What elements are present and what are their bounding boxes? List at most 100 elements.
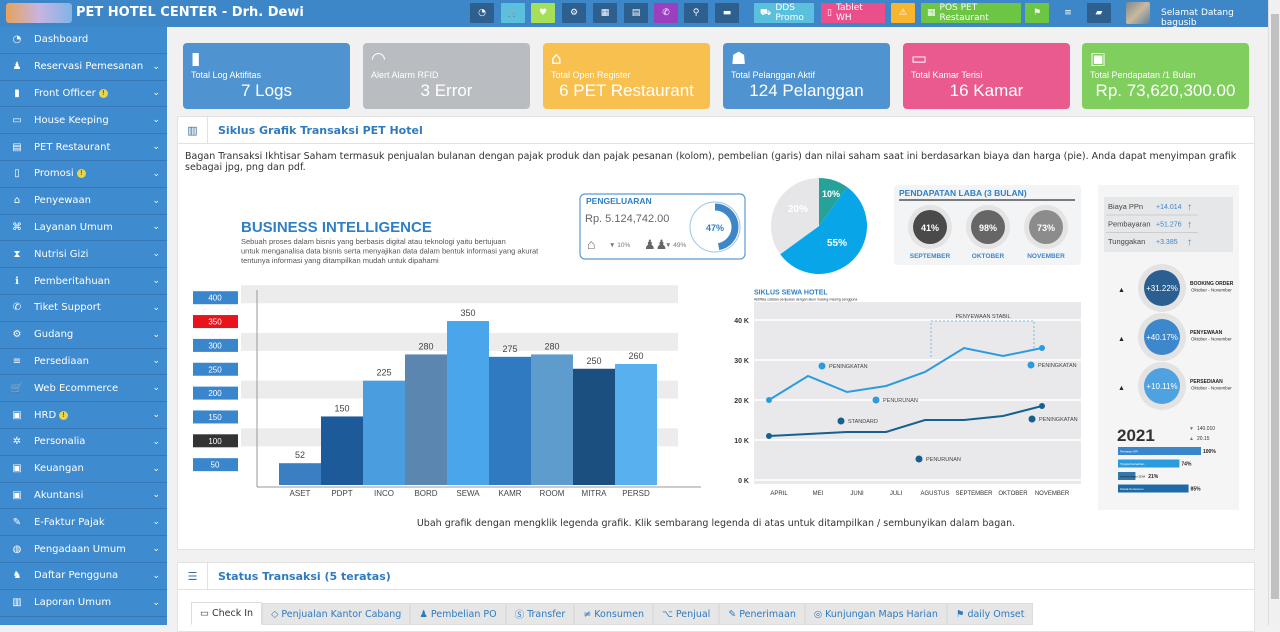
annotation-label: PENINGKATAN bbox=[1038, 363, 1077, 369]
sidebar-item-laporan-umum[interactable]: ▥ Laporan Umum ⌄ bbox=[0, 590, 167, 617]
top-navbar: PET HOTEL CENTER - Drh. Dewi ◔ 🛒 ♥ ⚙ ▦ ▤ ✆ ⚲ ▬ ⛟ D… bbox=[0, 0, 1268, 28]
sidebar-item-hrd[interactable]: ▣ HRD! ⌄ bbox=[0, 402, 167, 429]
card-value: Rp. 73,620,300.00 bbox=[1095, 81, 1236, 100]
panel-title: Status Transaksi (5 teratas) bbox=[218, 569, 391, 583]
sidebar-item-promosi[interactable]: ▯ Promosi! ⌄ bbox=[0, 161, 167, 188]
kpi-bar-label: Tingkat Kehadiran bbox=[1120, 462, 1145, 466]
stat-card[interactable]: ▣ Total Pendapatan /1 Bulan Rp. 73,620,300… bbox=[1082, 43, 1249, 109]
line-point bbox=[766, 397, 772, 403]
pie-label: 10% bbox=[822, 189, 840, 199]
arrow-up-icon: ↑ bbox=[1187, 237, 1192, 248]
bar-value-label: 280 bbox=[418, 341, 433, 351]
chevron-down-icon: ⌄ bbox=[152, 436, 160, 447]
annotation-label: PENYEWAAN STABIL bbox=[955, 314, 1010, 320]
dashboard-button[interactable]: ◔ bbox=[470, 3, 494, 23]
sidebar-item-label: Personalia bbox=[34, 436, 86, 448]
tab-konsumen[interactable]: ≠ Konsumen bbox=[574, 603, 653, 625]
stat-card[interactable]: ⌂ Total Open Register 6 PET Restaurant bbox=[543, 43, 710, 109]
sidebar-item-gudang[interactable]: ⚙ Gudang ⌄ bbox=[0, 322, 167, 349]
chevron-down-icon: ⌄ bbox=[152, 490, 160, 501]
tab-kunjungan-maps-harian[interactable]: ◎ Kunjungan Maps Harian bbox=[804, 603, 947, 625]
cogs-button[interactable]: ⚙ bbox=[562, 3, 586, 23]
app-logo[interactable] bbox=[6, 3, 72, 23]
tab-daily-omset[interactable]: ⚑ daily Omset bbox=[946, 603, 1034, 625]
bar-chart-icon: ▥ bbox=[178, 116, 208, 144]
chevron-down-icon: ⌄ bbox=[152, 302, 160, 313]
down-icon: ▼ bbox=[1189, 426, 1194, 432]
card-value: 3 Error bbox=[420, 81, 473, 100]
tablet-button[interactable]: ▯ Tablet WH bbox=[821, 3, 885, 23]
stat-value: +51.276 bbox=[1156, 222, 1182, 229]
sidebar-item-label: Web Ecommerce bbox=[34, 382, 119, 394]
flag-id-button[interactable]: ▬ bbox=[715, 3, 739, 23]
tab-transfer[interactable]: Ⓢ Transfer bbox=[505, 603, 575, 625]
stat-card[interactable]: ◠ Alert Alarm RFID 3 Error bbox=[363, 43, 530, 109]
user-icon: ♟ bbox=[12, 61, 22, 73]
welcome-text[interactable]: Selamat Datang bagusib bbox=[1161, 8, 1234, 28]
sidebar-item-pengadaan-umum[interactable]: ◍ Pengadaan Umum ⌄ bbox=[0, 536, 167, 563]
x-tick-label: NOVEMBER bbox=[1035, 491, 1070, 497]
avatar[interactable] bbox=[1126, 2, 1150, 24]
strikethrough-icon: ≠ bbox=[583, 608, 592, 620]
sidebar-item-tiket-support[interactable]: ✆ Tiket Support ⌄ bbox=[0, 295, 167, 322]
bar-bord bbox=[405, 354, 447, 485]
calculator-button[interactable]: ▦ bbox=[593, 3, 617, 23]
tab-penerimaan[interactable]: ✎ Penerimaan bbox=[719, 603, 805, 625]
stat-card[interactable]: ▭ Total Kamar Terisi 16 Kamar bbox=[903, 43, 1070, 109]
sidebar-item-reservasi-pemesanan[interactable]: ♟ Reservasi Pemesanan ⌄ bbox=[0, 54, 167, 81]
flag-button[interactable]: ⚑ bbox=[1025, 3, 1049, 23]
sidebar-item-layanan-umum[interactable]: ⌘ Layanan Umum ⌄ bbox=[0, 215, 167, 242]
money-icon: ▣ bbox=[12, 463, 22, 475]
cart-button[interactable]: 🛒 bbox=[501, 3, 525, 23]
heart-button[interactable]: ♥ bbox=[531, 3, 555, 23]
link-button[interactable]: ⚲ bbox=[684, 3, 708, 23]
pie-label: 55% bbox=[827, 238, 847, 249]
list-icon: ≡ bbox=[1064, 8, 1072, 18]
tab-penjual[interactable]: ⌥ Penjual bbox=[652, 603, 720, 625]
sidebar-item-penyewaan[interactable]: ⌂ Penyewaan ⌄ bbox=[0, 188, 167, 215]
warning-button[interactable]: ⚠ bbox=[891, 3, 915, 23]
calendar-button[interactable]: ▤ bbox=[624, 3, 648, 23]
sidebar-item-dashboard[interactable]: ◔ Dashboard bbox=[0, 27, 167, 54]
scrollbar-thumb[interactable] bbox=[1271, 14, 1279, 599]
page-scrollbar[interactable] bbox=[1268, 0, 1280, 625]
sidebar-item-label: Nutrisi Gizi bbox=[34, 248, 89, 260]
sidebar-item-label: Persediaan bbox=[34, 355, 90, 367]
sidebar-item-front-officer[interactable]: ▮ Front Officer! ⌄ bbox=[0, 81, 167, 108]
stat-card[interactable]: ☗ Total Pelanggan Aktif 124 Pelanggan bbox=[723, 43, 890, 109]
y-tick-label: 150 bbox=[208, 413, 222, 422]
tab-check-in[interactable]: ▭ Check In bbox=[191, 602, 263, 625]
tab-label: Pembelian PO bbox=[430, 608, 497, 620]
laba-circle bbox=[971, 210, 1005, 244]
chevron-down-icon: ⌄ bbox=[152, 356, 160, 367]
sidebar-item-web-ecommerce[interactable]: 🛒 Web Ecommerce ⌄ bbox=[0, 375, 167, 403]
sidebar-item-personalia[interactable]: ✲ Personalia ⌄ bbox=[0, 429, 167, 456]
sidebar-item-pet-restaurant[interactable]: ▤ PET Restaurant ⌄ bbox=[0, 134, 167, 161]
tab-pembelian-po[interactable]: ♟ Pembelian PO bbox=[410, 603, 506, 625]
truck-button[interactable]: ⛟ DDS Promo bbox=[754, 3, 814, 23]
dashboard-icon: ◔ bbox=[478, 8, 486, 18]
y-tick-label: 10 K bbox=[734, 438, 749, 445]
sidebar-item-label: Akuntansi bbox=[34, 489, 84, 501]
y-tick-label: 100 bbox=[208, 437, 222, 446]
sidebar-item-daftar-pengguna[interactable]: ♞ Daftar Pengguna ⌄ bbox=[0, 563, 167, 590]
list-button[interactable]: ≡ bbox=[1056, 3, 1080, 23]
sidebar-item-akuntansi[interactable]: ▣ Akuntansi ⌄ bbox=[0, 483, 167, 510]
sidebar-item-house-keeping[interactable]: ▭ House Keeping ⌄ bbox=[0, 107, 167, 135]
sidebar-item-e-faktur-pajak[interactable]: ✎ E-Faktur Pajak ⌄ bbox=[0, 509, 167, 537]
tab-penjualan-kantor-cabang[interactable]: ◇ Penjualan Kantor Cabang bbox=[262, 603, 411, 625]
stat-card[interactable]: ▮ Total Log Aktifitas 7 Logs bbox=[183, 43, 350, 109]
sidebar-item-nutrisi-gizi[interactable]: ⧗ Nutrisi Gizi ⌄ bbox=[0, 241, 167, 269]
warning-icon: ⚠ bbox=[898, 8, 908, 18]
stable-bracket bbox=[930, 320, 1035, 357]
grid-button[interactable]: ▦ POS PET Restaurant bbox=[921, 3, 1021, 23]
sidebar-item-persediaan[interactable]: ≡ Persediaan ⌄ bbox=[0, 349, 167, 376]
sidebar-item-pemberitahuan[interactable]: ℹ Pemberitahuan ⌄ bbox=[0, 268, 167, 295]
eraser-button[interactable]: ▰ bbox=[1087, 3, 1111, 23]
sidebar-item-keuangan[interactable]: ▣ Keuangan ⌄ bbox=[0, 456, 167, 483]
bar-value-label: 52 bbox=[295, 450, 305, 460]
annotation-label: PENINGKATAN bbox=[1039, 417, 1078, 423]
whatsapp-button[interactable]: ✆ bbox=[654, 3, 678, 23]
kpi-bar bbox=[1118, 472, 1136, 480]
